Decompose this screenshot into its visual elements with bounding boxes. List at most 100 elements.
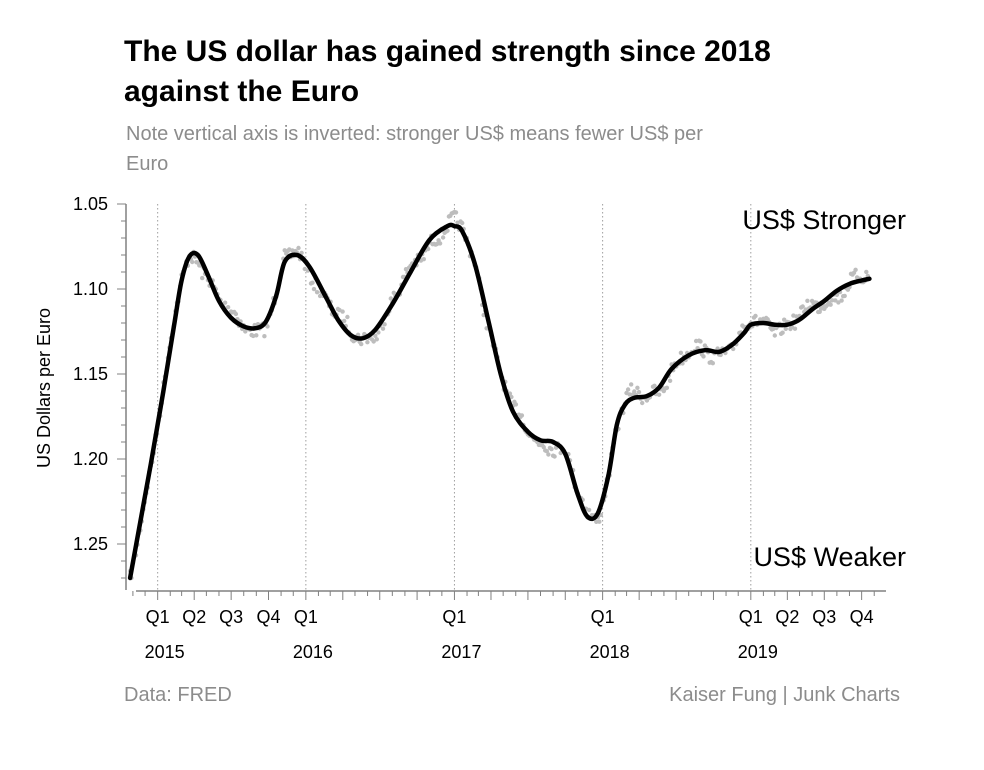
data-point	[190, 259, 195, 265]
chart-title: The US dollar has gained strength since …	[124, 35, 771, 108]
data-point	[853, 267, 858, 272]
y-tick-label: 1.20	[73, 449, 108, 469]
data-point	[678, 350, 684, 355]
data-point	[800, 304, 805, 309]
data-point	[225, 305, 231, 310]
data-point	[544, 449, 549, 454]
data-point	[460, 220, 465, 226]
x-tick-label-year: 2016	[293, 642, 333, 662]
data-point	[586, 507, 592, 513]
data-point	[782, 317, 787, 322]
x-tick-label-quarter: Q1	[591, 607, 615, 627]
data-point	[342, 318, 347, 324]
x-tick-label-quarter: Q3	[219, 607, 243, 627]
data-point	[314, 290, 320, 295]
y-tick-label: 1.05	[73, 194, 108, 214]
data-point	[373, 333, 378, 338]
data-point	[549, 446, 554, 452]
scatter-dots	[127, 209, 870, 581]
chart-subtitle: Note vertical axis is inverted: stronger…	[126, 123, 703, 175]
x-tick-label-quarter: Q1	[294, 607, 318, 627]
chart-credit: Kaiser Fung | Junk Charts	[669, 684, 900, 706]
data-point	[296, 245, 301, 251]
data-point	[656, 392, 662, 397]
x-tick-label-quarter: Q1	[146, 607, 170, 627]
data-point	[546, 452, 551, 457]
data-point	[805, 298, 810, 303]
y-axis-label: US Dollars per Euro	[34, 308, 54, 468]
data-point	[359, 341, 364, 347]
data-point	[382, 322, 387, 327]
data-point	[371, 339, 376, 344]
data-point	[636, 389, 642, 395]
y-tick-label: 1.15	[73, 364, 108, 384]
x-tick-label-quarter: Q4	[850, 607, 874, 627]
data-point	[345, 314, 350, 320]
data-source: Data: FRED	[124, 684, 232, 706]
data-point	[698, 339, 703, 344]
data-point	[519, 413, 525, 418]
x-tick-label-year: 2018	[590, 642, 630, 662]
data-point	[222, 300, 228, 305]
data-point	[310, 280, 315, 285]
data-point	[513, 402, 519, 407]
data-point	[426, 246, 431, 252]
x-tick-label-year: 2015	[145, 642, 185, 662]
data-point	[731, 346, 736, 352]
data-point	[772, 333, 777, 338]
data-point	[421, 257, 426, 262]
x-tick-label-year: 2019	[738, 642, 778, 662]
data-point	[664, 385, 670, 390]
data-point	[254, 333, 259, 338]
data-point	[710, 361, 715, 366]
data-point	[836, 300, 841, 305]
data-point	[311, 286, 317, 292]
x-tick-label-quarter: Q1	[739, 607, 763, 627]
data-point	[445, 228, 450, 233]
y-tick-label: 1.10	[73, 279, 108, 299]
data-point	[541, 444, 546, 450]
data-point	[652, 383, 657, 388]
data-point	[262, 334, 267, 339]
y-tick-label: 1.25	[73, 534, 108, 554]
trend-line	[127, 222, 872, 581]
data-point	[374, 337, 379, 342]
data-point	[299, 250, 304, 256]
annotation-usd-stronger: US$ Stronger	[742, 205, 906, 235]
data-point	[200, 275, 205, 281]
data-point	[376, 330, 381, 335]
data-point	[365, 340, 370, 345]
data-point	[340, 309, 345, 314]
data-point	[509, 394, 514, 400]
data-point	[783, 326, 788, 331]
trend-line-layer	[127, 222, 872, 581]
x-tick-label-quarter: Q2	[182, 607, 206, 627]
data-point	[842, 293, 847, 299]
data-point	[830, 298, 835, 303]
x-tick-label-quarter: Q2	[775, 607, 799, 627]
axes: 1.05 1.10 1.15 1.20 1.25 Q1 2015 Q2 Q3 Q4 Q1 2016 Q1…	[73, 194, 886, 662]
gridlines	[157, 204, 752, 590]
x-tick-label-quarter: Q4	[256, 607, 280, 627]
data-point	[233, 311, 239, 317]
data-point	[864, 269, 869, 275]
x-tick-label-year: 2017	[441, 642, 481, 662]
data-point	[629, 382, 634, 387]
data-point	[388, 296, 393, 301]
data-point	[667, 378, 673, 383]
data-point	[597, 519, 602, 524]
data-point	[437, 241, 443, 246]
data-point	[701, 354, 706, 359]
data-point	[780, 330, 785, 335]
data-point	[792, 326, 798, 331]
data-point	[753, 313, 758, 319]
data-point	[265, 324, 270, 329]
data-point	[552, 454, 557, 459]
data-point	[839, 298, 844, 303]
data-point	[632, 389, 637, 394]
data-point	[380, 326, 386, 331]
data-point	[440, 235, 446, 240]
x-tick-label-quarter: Q1	[442, 607, 466, 627]
annotation-usd-weaker: US$ Weaker	[753, 542, 906, 572]
